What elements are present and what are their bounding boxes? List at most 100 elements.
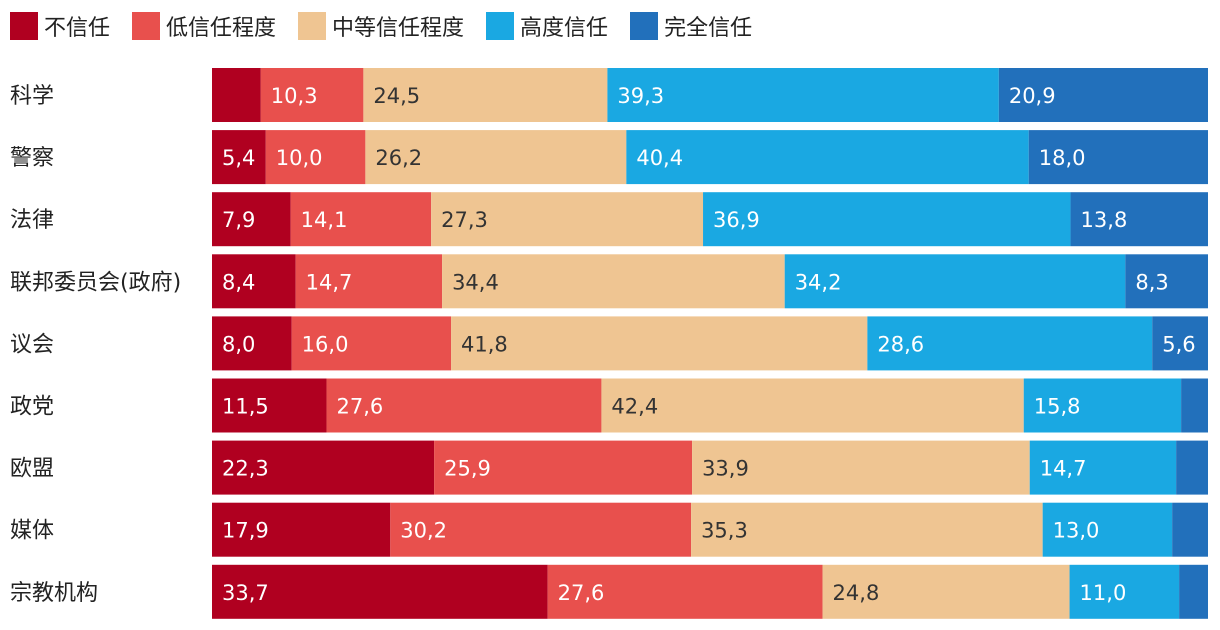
bar-segment	[326, 378, 602, 433]
category-label: 联邦委员会(政府)	[10, 270, 181, 295]
bar-segment	[1023, 378, 1182, 433]
bar-segment	[291, 316, 452, 371]
bar-segment	[212, 378, 327, 433]
data-label: 27,3	[441, 208, 488, 232]
data-label: 11,0	[1080, 581, 1127, 605]
data-label: 15,8	[1034, 395, 1081, 419]
data-label: 20,9	[1009, 84, 1056, 108]
data-label: 36,9	[713, 208, 760, 232]
bar-segment	[390, 502, 692, 557]
legend-swatch-high-trust	[486, 12, 515, 40]
data-label: 41,8	[461, 332, 508, 356]
bar-segment	[867, 316, 1153, 371]
category-label: 议会	[10, 332, 54, 357]
data-label: 26,2	[375, 146, 422, 170]
bar-segment	[212, 316, 292, 371]
bar-segment	[212, 130, 266, 185]
bar-segment	[212, 192, 291, 247]
data-label: 8,0	[222, 332, 255, 356]
legend-swatch-medium-trust	[298, 12, 327, 40]
data-label: 34,2	[795, 270, 842, 294]
category-label: 宗教机构	[10, 581, 98, 606]
data-label: 34,4	[452, 270, 499, 294]
bar-segment	[1029, 440, 1177, 495]
data-label: 25,9	[444, 457, 491, 481]
legend-swatch-full-trust	[630, 12, 659, 40]
data-label: 17,9	[222, 519, 269, 543]
data-label: 8,3	[1135, 270, 1168, 294]
data-label: 27,6	[558, 581, 605, 605]
legend-label-full-trust: 完全信任	[664, 16, 753, 41]
bar-segment	[1042, 502, 1173, 557]
data-label: 10,0	[276, 146, 323, 170]
data-label: 27,6	[337, 395, 384, 419]
bar-segment	[703, 192, 1071, 247]
bar-segment	[626, 130, 1029, 185]
data-label: 22,3	[222, 457, 269, 481]
bar-segment	[692, 440, 1030, 495]
legend: 不信任 低信任程度 中等信任程度 高度信任 完全信任	[10, 10, 774, 42]
bar-segment	[607, 68, 999, 122]
data-label: 33,7	[222, 581, 269, 605]
bar-segment	[601, 378, 1024, 433]
bar-segment	[1125, 254, 1208, 309]
bar-segment	[1028, 130, 1208, 185]
legend-label-high-trust: 高度信任	[520, 16, 609, 41]
bar-segment	[212, 440, 435, 495]
bar-segment	[212, 68, 261, 122]
legend-label-low-trust: 低信任程度	[166, 16, 277, 41]
bar-segment	[784, 254, 1126, 309]
data-label: 24,5	[373, 84, 420, 108]
data-label: 16,0	[302, 332, 349, 356]
bar-segment	[1172, 502, 1208, 557]
bar-segment	[1179, 564, 1208, 619]
data-label: 11,5	[222, 395, 269, 419]
bar-segment	[212, 564, 548, 619]
data-label: 35,3	[701, 519, 748, 543]
bar-segment	[691, 502, 1043, 557]
data-label: 42,4	[611, 395, 658, 419]
bar-segment	[363, 68, 608, 122]
bar-segment	[290, 192, 432, 247]
data-label: 39,3	[617, 84, 664, 108]
data-label: 5,4	[222, 146, 255, 170]
data-label: 14,7	[1040, 457, 1087, 481]
bar-segment	[212, 254, 296, 309]
legend-item-high-trust: 高度信任	[486, 10, 608, 42]
bar-segment	[1069, 564, 1180, 619]
bar-segment	[451, 316, 868, 371]
bar-segment	[431, 192, 704, 247]
bar-segment	[365, 130, 627, 185]
bar-segment	[442, 254, 785, 309]
bar-segment	[295, 254, 443, 309]
data-label: 28,6	[877, 332, 924, 356]
data-label: 33,9	[702, 457, 749, 481]
category-label: 法律	[10, 208, 54, 233]
category-label: 欧盟	[10, 457, 54, 482]
data-label: 18,0	[1039, 146, 1086, 170]
bar-segment	[1176, 440, 1208, 495]
bar-segment	[434, 440, 693, 495]
category-label: 媒体	[10, 519, 54, 544]
legend-swatch-low-trust	[132, 12, 161, 40]
legend-item-full-trust: 完全信任	[630, 10, 752, 42]
data-label: 13,0	[1053, 519, 1100, 543]
data-label: 30,2	[400, 519, 447, 543]
data-label: 13,8	[1081, 208, 1128, 232]
legend-item-low-trust: 低信任程度	[132, 10, 276, 42]
data-label: 24,8	[833, 581, 880, 605]
data-label: 40,4	[636, 146, 683, 170]
data-label: 7,9	[222, 208, 255, 232]
data-label: 8,4	[222, 270, 255, 294]
data-label: 10,3	[271, 84, 318, 108]
category-label: 科学	[10, 84, 54, 109]
legend-item-distrust: 不信任	[10, 10, 110, 42]
legend-label-distrust: 不信任	[44, 16, 111, 41]
bar-segment	[822, 564, 1070, 619]
legend-label-medium-trust: 中等信任程度	[332, 16, 465, 41]
data-label: 5,6	[1162, 332, 1195, 356]
bar-segment	[547, 564, 823, 619]
data-label: 14,1	[301, 208, 348, 232]
